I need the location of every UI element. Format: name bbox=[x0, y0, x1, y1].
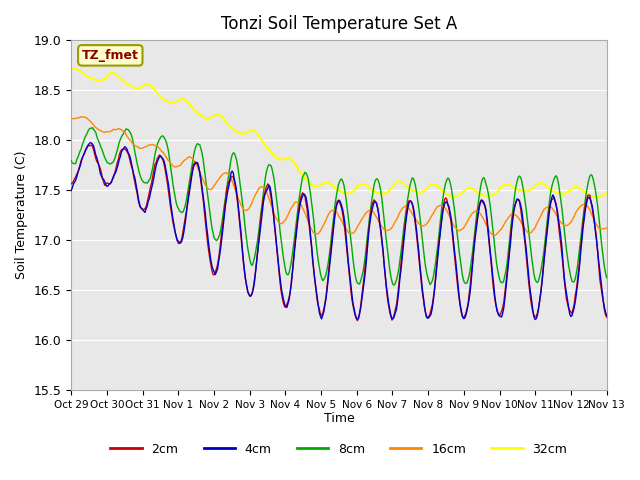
X-axis label: Time: Time bbox=[323, 412, 355, 425]
Text: TZ_fmet: TZ_fmet bbox=[82, 49, 139, 62]
Y-axis label: Soil Temperature (C): Soil Temperature (C) bbox=[15, 151, 28, 279]
Title: Tonzi Soil Temperature Set A: Tonzi Soil Temperature Set A bbox=[221, 15, 457, 33]
Legend: 2cm, 4cm, 8cm, 16cm, 32cm: 2cm, 4cm, 8cm, 16cm, 32cm bbox=[106, 438, 572, 461]
